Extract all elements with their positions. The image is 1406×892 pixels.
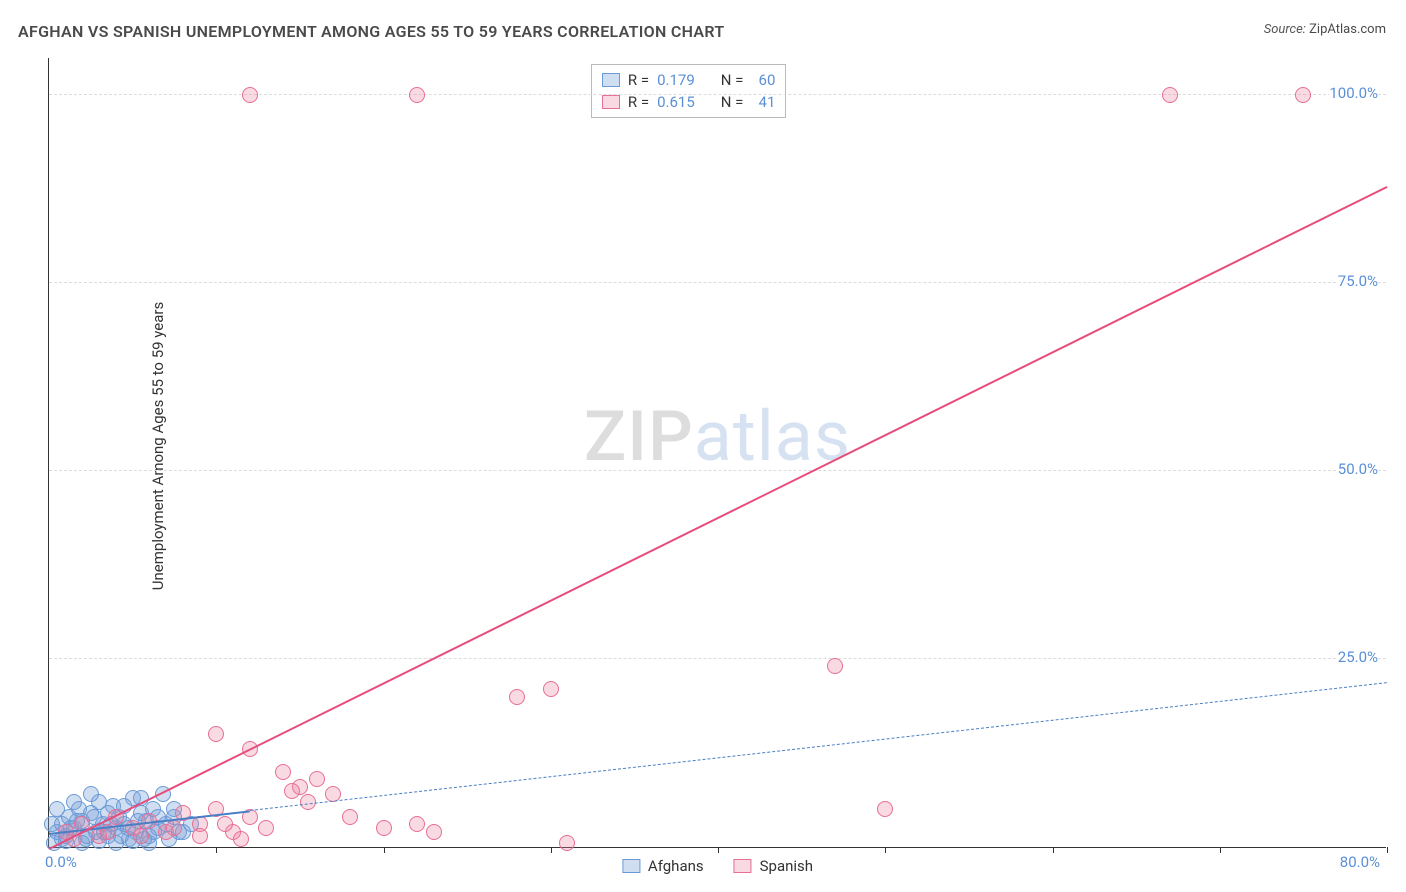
chart-title: AFGHAN VS SPANISH UNEMPLOYMENT AMONG AGE… [18, 22, 725, 41]
x-tick-mark [216, 847, 217, 853]
scatter-plot-area: ZIPatlas 0.0% 80.0% R =0.179N =60R =0.61… [48, 58, 1386, 848]
x-tick-mark [718, 847, 719, 853]
watermark-zip: ZIP [584, 396, 694, 478]
legend-item-spanish: Spanish [734, 857, 813, 875]
trend-line [49, 186, 1388, 850]
watermark-atlas: atlas [694, 396, 851, 478]
data-point-spanish [376, 820, 392, 836]
gridline-h [49, 470, 1386, 471]
legend-swatch [602, 73, 620, 87]
series-legend: Afghans Spanish [622, 857, 813, 875]
y-tick-label: 75.0% [1338, 272, 1378, 290]
legend-label: Spanish [760, 857, 813, 875]
data-point-spanish [309, 771, 325, 787]
data-point-spanish [217, 816, 233, 832]
data-point-spanish [342, 809, 358, 825]
data-point-spanish [192, 828, 208, 844]
legend-row-afghans: R = 0.179 N = 60 [602, 69, 776, 91]
y-tick-label: 100.0% [1329, 84, 1378, 102]
data-point-afghans [83, 786, 99, 802]
x-axis-min-label: 0.0% [45, 853, 77, 871]
x-tick-mark [1220, 847, 1221, 853]
data-point-spanish [409, 816, 425, 832]
data-point-afghans [49, 801, 65, 817]
data-point-spanish [1295, 87, 1311, 103]
r-value: 0.179 [657, 69, 695, 91]
legend-swatch [622, 859, 640, 873]
legend-swatch [602, 95, 620, 109]
x-tick-mark [384, 847, 385, 853]
n-value: 60 [751, 69, 775, 91]
source-value: ZipAtlas.com [1309, 22, 1386, 37]
watermark: ZIPatlas [584, 396, 851, 478]
correlation-legend: R =0.179N =60R =0.615N =41 [591, 64, 787, 118]
source-label: Source: [1264, 22, 1306, 37]
x-tick-mark [885, 847, 886, 853]
trend-line [250, 682, 1387, 811]
data-point-afghans [66, 794, 82, 810]
data-point-spanish [426, 824, 442, 840]
legend-label: Afghans [648, 857, 704, 875]
source-attribution: Source: ZipAtlas.com [1264, 22, 1386, 37]
x-tick-mark [551, 847, 552, 853]
data-point-spanish [208, 726, 224, 742]
r-label: R = [628, 69, 649, 91]
data-point-spanish [233, 831, 249, 847]
gridline-h [49, 658, 1386, 659]
data-point-spanish [543, 681, 559, 697]
data-point-spanish [258, 820, 274, 836]
data-point-spanish [275, 764, 291, 780]
data-point-spanish [827, 658, 843, 674]
legend-item-afghans: Afghans [622, 857, 704, 875]
y-tick-label: 50.0% [1338, 460, 1378, 478]
data-point-spanish [1162, 87, 1178, 103]
data-point-spanish [509, 689, 525, 705]
data-point-spanish [133, 828, 149, 844]
n-label: N = [721, 69, 744, 91]
x-tick-mark [1053, 847, 1054, 853]
data-point-spanish [284, 783, 300, 799]
gridline-h [49, 282, 1386, 283]
data-point-spanish [409, 87, 425, 103]
data-point-spanish [559, 835, 575, 851]
x-tick-mark [1387, 847, 1388, 853]
y-tick-label: 25.0% [1338, 648, 1378, 666]
legend-swatch [734, 859, 752, 873]
x-axis-max-label: 80.0% [1340, 853, 1380, 871]
data-point-spanish [877, 801, 893, 817]
data-point-spanish [242, 87, 258, 103]
data-point-spanish [166, 820, 182, 836]
